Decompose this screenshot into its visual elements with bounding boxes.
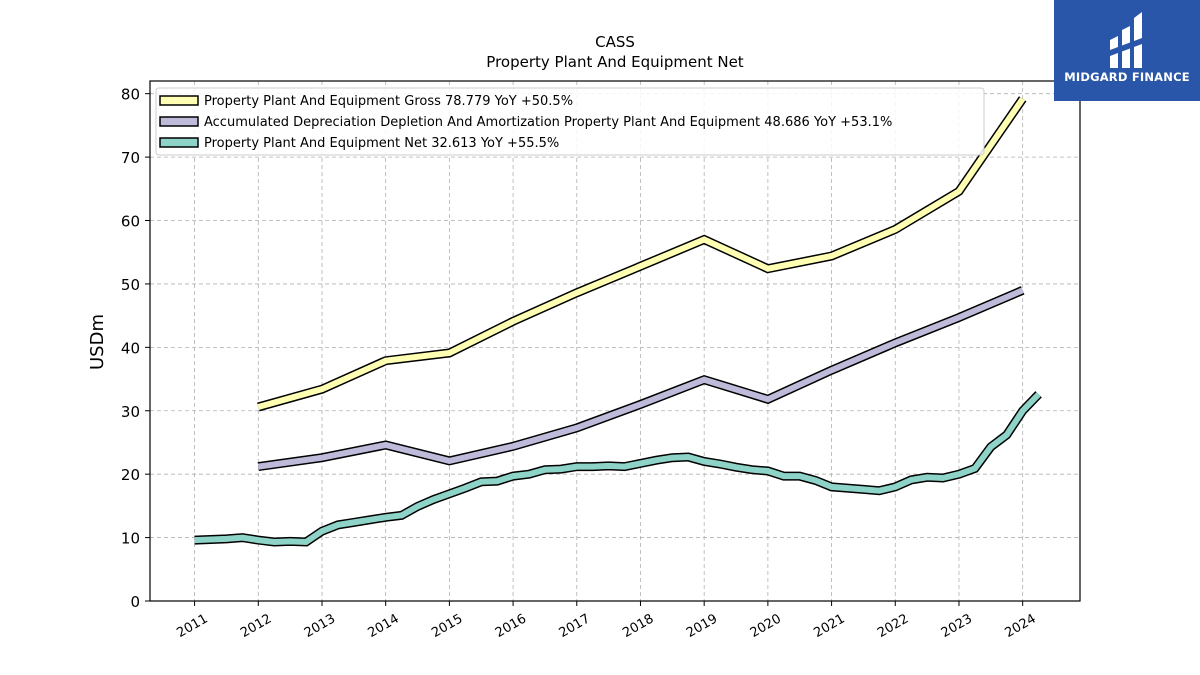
legend-box [155, 87, 985, 156]
x-tick-label: 2024 [1003, 611, 1039, 641]
legend-swatch [159, 137, 199, 148]
x-tick-label: 2013 [302, 611, 338, 641]
logo-text: MIDGARD FINANCE [1064, 70, 1190, 84]
x-tick-label: 2020 [748, 611, 784, 641]
plot-area [194, 96, 1042, 547]
legend-label: Accumulated Depreciation Depletion And A… [204, 115, 892, 130]
x-tick-label: 2015 [429, 611, 465, 641]
y-tick-label: 10 [121, 530, 140, 548]
legend-swatch [159, 95, 199, 106]
x-tick-label: 2011 [174, 611, 210, 641]
y-tick-label: 30 [121, 403, 140, 421]
y-tick-label: 70 [121, 149, 140, 167]
x-tick-label: 2014 [366, 611, 402, 641]
y-tick-label: 50 [121, 276, 140, 294]
plot-frame [149, 80, 1081, 602]
chart-subtitle: Property Plant And Equipment Net [486, 53, 743, 71]
legend-label: Property Plant And Equipment Net 32.613 … [204, 136, 559, 151]
series-line [257, 287, 1024, 470]
legend-label: Property Plant And Equipment Gross 78.77… [204, 94, 573, 109]
y-tick-label: 40 [121, 339, 140, 357]
y-tick-label: 80 [121, 86, 140, 104]
legend-swatch [159, 116, 199, 127]
chart-title: CASS [595, 33, 635, 51]
brand-logo: MIDGARD FINANCE [1054, 0, 1200, 101]
series-line [257, 97, 1026, 410]
y-axis-label: USDm [87, 314, 108, 370]
x-tick-label: 2023 [939, 611, 975, 641]
x-tick-label: 2019 [684, 611, 720, 641]
x-tick-label: 2022 [875, 611, 911, 641]
y-tick-label: 60 [121, 213, 140, 231]
x-tick-label: 2012 [238, 611, 274, 641]
y-tick-label: 0 [130, 593, 140, 611]
grid [150, 81, 1080, 601]
x-tick-label: 2016 [493, 611, 529, 641]
y-tick-label: 20 [121, 466, 140, 484]
series-line [194, 392, 1041, 546]
x-tick-label: 2018 [620, 611, 656, 641]
midgard-logo-icon [1110, 12, 1142, 68]
legend: Property Plant And Equipment Gross 78.77… [155, 87, 985, 156]
x-tick-label: 2021 [811, 611, 847, 641]
x-tick-label: 2017 [557, 611, 593, 641]
